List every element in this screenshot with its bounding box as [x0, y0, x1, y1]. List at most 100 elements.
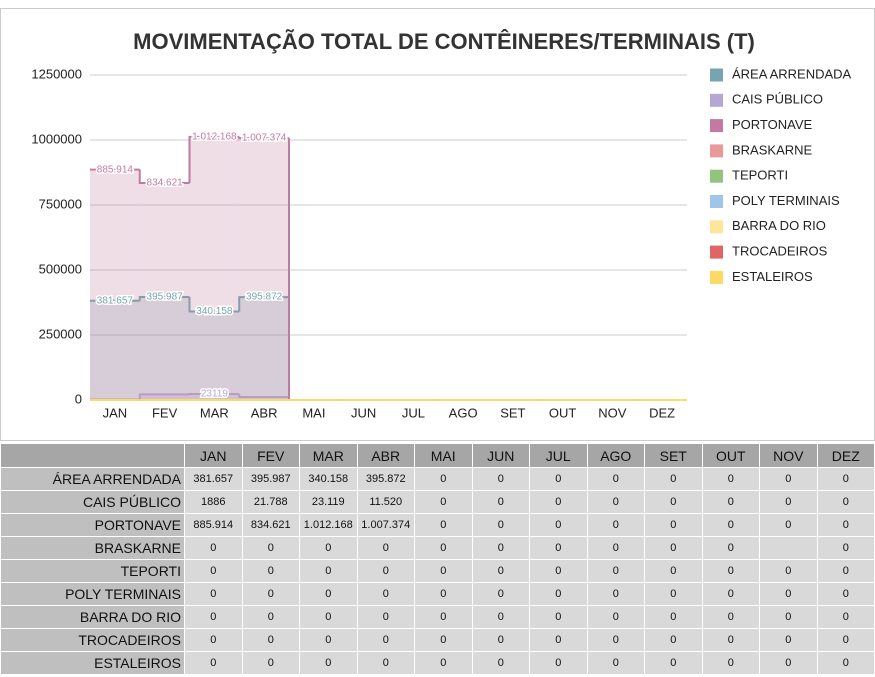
- value-label: 885.914: [97, 164, 134, 175]
- table-cell: 0: [586, 651, 645, 675]
- x-tick-label: NOV: [598, 405, 627, 420]
- area-segment: [90, 169, 140, 400]
- table-cell: 0: [759, 651, 818, 675]
- table-cell: 0: [816, 513, 875, 537]
- table-cell: 0: [644, 513, 703, 537]
- empty-cell: [759, 536, 818, 560]
- x-tick-label: MAR: [200, 405, 229, 420]
- x-tick-label: MAI: [302, 405, 325, 420]
- legend-swatch: [710, 169, 723, 183]
- legend-swatch: [710, 119, 723, 133]
- value-label: 1.007.374: [242, 133, 287, 144]
- table-cell: 0: [414, 559, 473, 583]
- table-cell: 0: [241, 582, 300, 606]
- table-cell: 0: [644, 536, 703, 560]
- y-tick-label: 750000: [39, 196, 82, 211]
- table-cell: 0: [414, 513, 473, 537]
- table-cell: 0: [586, 628, 645, 652]
- table-cell: 0: [586, 467, 645, 491]
- table-cell: 0: [299, 559, 358, 583]
- table-cell: 0: [816, 490, 875, 514]
- table-cell: 0: [356, 651, 415, 675]
- table-cell: 0: [414, 467, 473, 491]
- table-cell: 0: [759, 467, 818, 491]
- table-cell: 0: [816, 536, 875, 560]
- step-line: [138, 393, 190, 400]
- area-segment: [239, 138, 289, 400]
- table-cell: 0: [414, 605, 473, 629]
- chart-frame: [0, 8, 875, 441]
- row-label: BARRA DO RIO: [0, 605, 185, 629]
- chart-title: MOVIMENTAÇÃO TOTAL DE CONTÊINERES/TERMIN…: [133, 29, 755, 54]
- step-line: [238, 296, 289, 312]
- table-cell: 0: [701, 559, 760, 583]
- legend-swatch: [710, 195, 723, 208]
- x-tick-label: ABR: [251, 405, 278, 420]
- x-tick-label: FEV: [152, 405, 178, 420]
- table-cell: 0: [644, 651, 703, 675]
- table-cell: 0: [644, 628, 703, 652]
- column-header: JAN: [184, 443, 243, 468]
- table-cell: 1.012.168: [299, 513, 358, 537]
- table-cell: 0: [414, 651, 473, 675]
- row-label: PORTONAVE: [0, 513, 185, 537]
- value-label: 834.621: [147, 178, 184, 189]
- table-cell: 0: [414, 536, 473, 560]
- legend-label: TROCADEIROS: [732, 244, 828, 259]
- table-cell: 0: [529, 467, 588, 491]
- legend-swatch: [710, 245, 723, 259]
- chart: MOVIMENTAÇÃO TOTAL DE CONTÊINERES/TERMIN…: [0, 8, 875, 441]
- table-cell: 0: [644, 559, 703, 583]
- table-cell: 0: [701, 651, 760, 675]
- table-row: ÁREA ARRENDADA 381.657 395.987 340.158 395.8…: [0, 467, 875, 491]
- table-cell: 0: [356, 559, 415, 583]
- table-cell: 0: [759, 582, 818, 606]
- table-cell: 0: [241, 651, 300, 675]
- legend-swatch: [710, 220, 723, 234]
- value-label: 395.987: [147, 292, 184, 303]
- table-cell: 0: [701, 467, 760, 491]
- table-row: ESTALEIROS 0 0 0 0 0 0 0 0 0 0 0 0: [0, 651, 875, 675]
- table-cell: 0: [471, 490, 530, 514]
- table-cell: 0: [529, 559, 588, 583]
- table-cell: 0: [759, 559, 818, 583]
- area-segment: [139, 394, 190, 400]
- column-header: FEV: [241, 443, 300, 468]
- table-cell: 0: [586, 490, 645, 514]
- table-cell: 834.621: [241, 513, 300, 537]
- value-label: 23119: [201, 389, 229, 400]
- column-header: JUN: [471, 443, 530, 468]
- table-cell: 0: [241, 605, 300, 629]
- legend-label: POLY TERMINAIS: [732, 193, 840, 208]
- table-cell: 1886: [184, 490, 243, 514]
- table-cell: 0: [471, 582, 530, 606]
- table-cell: 395.872: [356, 467, 415, 491]
- column-header: AGO: [586, 443, 645, 468]
- table-cell: 0: [471, 559, 530, 583]
- table-cell: 0: [299, 628, 358, 652]
- header-row: JAN FEV MAR ABR MAI JUN JUL AGO SET OUT NOV DEZ: [0, 443, 875, 468]
- table-cell: 0: [356, 605, 415, 629]
- table-row: POLY TERMINAIS 0 0 0 0 0 0 0 0 0 0 0 0: [0, 582, 875, 606]
- value-label: 1.012.168: [192, 131, 237, 142]
- y-tick-label: 500000: [39, 261, 82, 276]
- table-cell: 0: [471, 467, 530, 491]
- table-cell: 0: [816, 605, 875, 629]
- table-cell: 0: [356, 628, 415, 652]
- table-row: CAIS PÚBLICO 1886 21.788 23.119 11.520 0 0 0 0 0 0…: [0, 490, 875, 514]
- table-cell: 21.788: [241, 490, 300, 514]
- legend-label: PORTONAVE: [732, 117, 813, 132]
- table-cell: 0: [759, 513, 818, 537]
- table-row: PORTONAVE 885.914 834.621 1.012.168 1.007.37…: [0, 513, 875, 537]
- x-tick-label: AGO: [449, 405, 478, 420]
- table-cell: 0: [241, 536, 300, 560]
- table-cell: 0: [759, 628, 818, 652]
- table-cell: 0: [816, 467, 875, 491]
- legend-label: BRASKARNE: [732, 142, 813, 157]
- y-tick-label: 250000: [39, 326, 82, 341]
- table-cell: 0: [586, 605, 645, 629]
- table-cell: 340.158: [299, 467, 358, 491]
- table-cell: 0: [471, 628, 530, 652]
- table-cell: 0: [414, 628, 473, 652]
- y-tick-label: 1250000: [31, 66, 82, 81]
